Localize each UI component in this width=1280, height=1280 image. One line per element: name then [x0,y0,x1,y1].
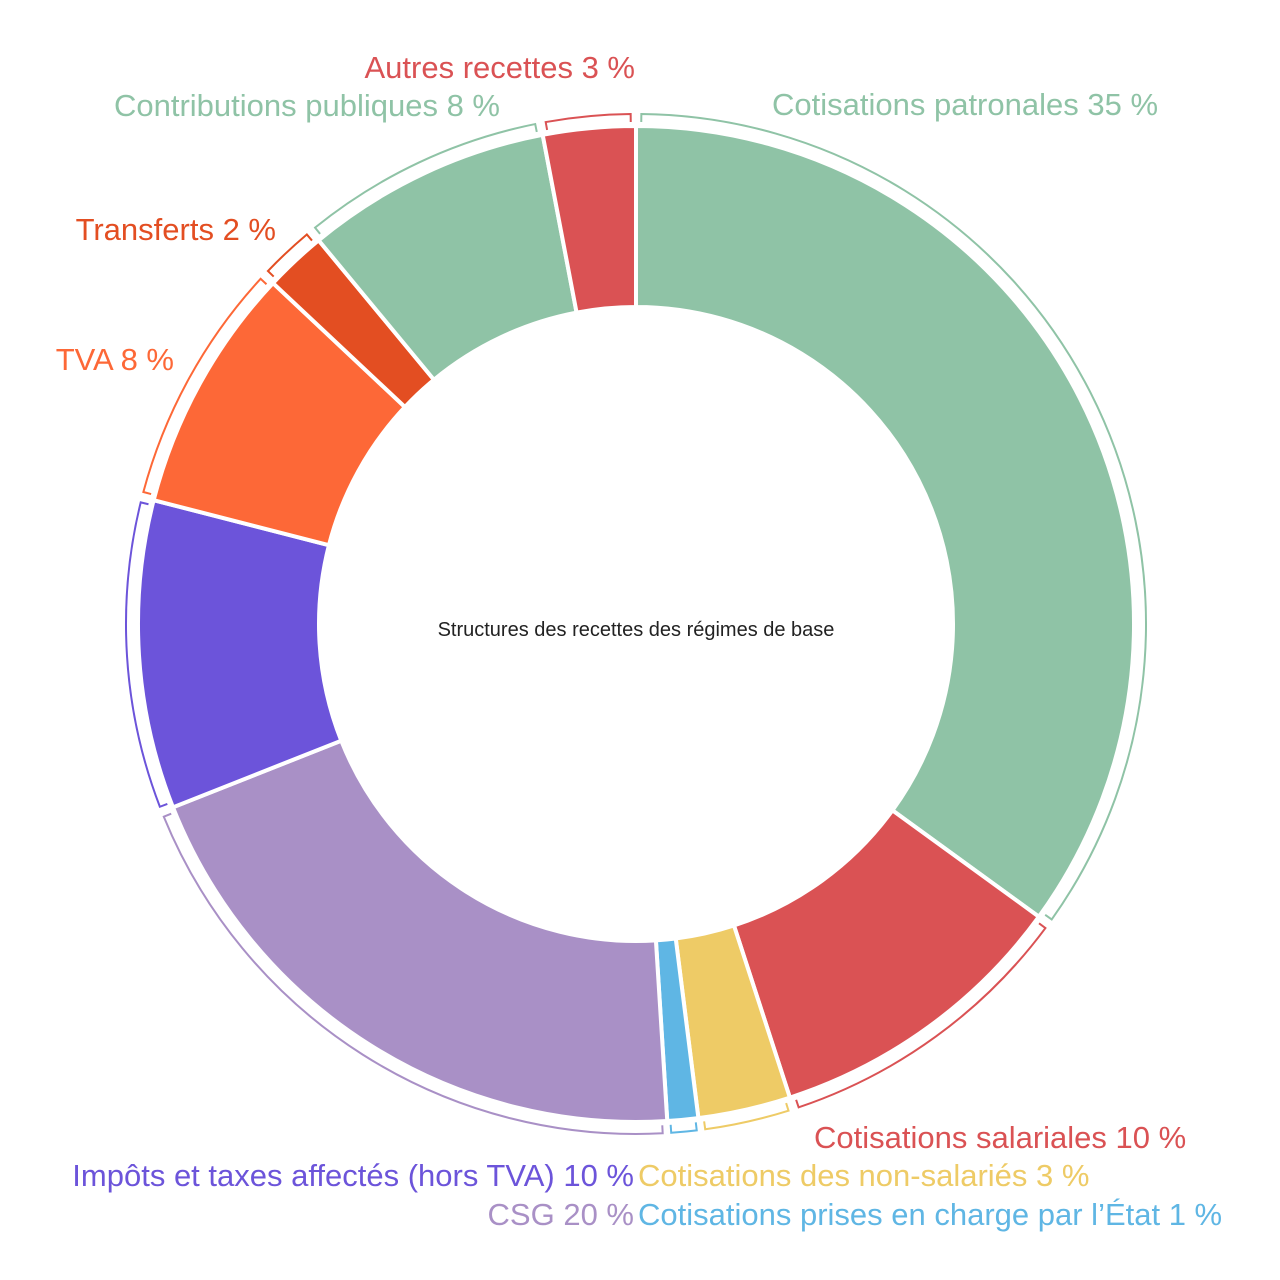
label-autres-recettes: Autres recettes 3 % [364,50,635,85]
bracket-cotisations-patronales [640,113,1148,921]
chart-title: Structures des recettes des régimes de b… [438,619,835,641]
bracket-transferts [266,233,313,278]
label-impots-et-taxes-affectes-hors-tva: Impôts et taxes affectés (hors TVA) 10 % [72,1158,634,1193]
slice-csg[interactable] [170,738,670,1124]
bracket-autres-recettes [544,113,632,131]
bracket-cotisations-des-non-salaries [703,1102,790,1131]
label-transferts: Transferts 2 % [76,212,276,247]
brackets-group [125,113,1148,1135]
bracket-impots-et-taxes-affectes-hors-tva [125,501,168,809]
bracket-cotisations-prises-en-charge-par-l-etat [669,1122,698,1134]
label-tva: TVA 8 % [56,342,174,377]
labels-group: Cotisations patronales 35 % Cotisations s… [56,50,1222,1232]
slice-autres-recettes[interactable] [540,123,638,315]
label-cotisations-prises-en-charge-par-l-etat: Cotisations prises en charge par l’État … [638,1197,1222,1232]
label-cotisations-salariales: Cotisations salariales 10 % [814,1120,1186,1155]
slices-group [136,123,1136,1124]
label-cotisations-des-non-salaries: Cotisations des non-salariés 3 % [638,1158,1089,1193]
bracket-tva [142,277,268,496]
bracket-cotisations-salariales [795,922,1047,1109]
label-contributions-publiques: Contributions publiques 8 % [114,88,500,123]
bracket-contributions-publiques [313,122,538,235]
label-cotisations-patronales: Cotisations patronales 35 % [772,87,1158,122]
bracket-csg [162,812,664,1135]
label-csg: CSG 20 % [488,1197,634,1232]
slice-cotisations-patronales[interactable] [634,123,1136,920]
